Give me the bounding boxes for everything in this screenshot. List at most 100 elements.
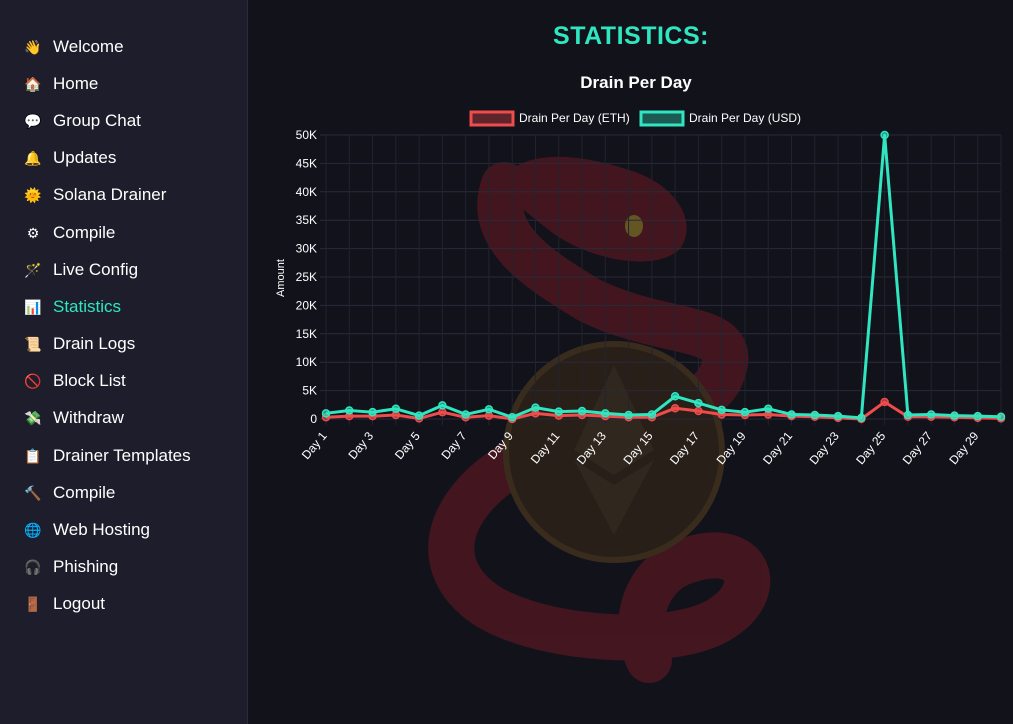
data-point (763, 404, 773, 414)
chart-grid (320, 134, 1002, 425)
sidebar-item-withdraw[interactable]: 💸 Withdraw (0, 400, 247, 437)
sidebar-item-label: Compile (53, 482, 116, 502)
sidebar-item-web-hosting[interactable]: 🌐 Web Hosting (0, 511, 247, 548)
sidebar-item-solana-drainer[interactable]: 🌞 Solana Drainer (0, 177, 247, 214)
sidebar-item-updates[interactable]: 🔔 Updates (0, 140, 247, 177)
sidebar-item-label: Compile (53, 222, 116, 242)
data-point (368, 407, 377, 417)
data-point (391, 404, 401, 414)
data-point (717, 405, 726, 415)
gear-icon: ⚙ (26, 224, 40, 241)
data-point (857, 413, 866, 423)
chart-series (321, 130, 1006, 424)
chart-legend: Drain Per Day (ETH) Drain Per Day (USD) (469, 110, 801, 127)
legend-label: Drain Per Day (ETH) (519, 111, 630, 125)
data-point (414, 411, 424, 420)
prohibited-icon: 🚫 (24, 373, 42, 390)
sidebar-item-drain-logs[interactable]: 📜 Drain Logs (0, 326, 247, 363)
sidebar: 👋 Welcome 🏠 Home 💬 Group Chat 🔔 Updates 🌞 Solana … (0, 0, 248, 724)
snake-coin-illustration (428, 156, 771, 683)
data-point (740, 407, 750, 417)
door-icon: 🚪 (24, 596, 42, 613)
data-point (926, 410, 936, 419)
x-tick-label: Day 3 (345, 429, 376, 462)
sidebar-item-label: Welcome (53, 36, 124, 56)
sun-icon: 🌞 (24, 187, 42, 204)
clipboard-icon: 📋 (24, 447, 42, 464)
data-point (438, 407, 447, 417)
sidebar-item-label: Live Config (53, 259, 139, 279)
y-tick-label: 0 (310, 412, 317, 426)
sidebar-item-compile[interactable]: ⚙ Compile (0, 214, 247, 251)
sidebar-item-phishing[interactable]: 🎧 Phishing (0, 549, 247, 586)
x-tick-label: Day 21 (760, 429, 795, 467)
snake-head (499, 156, 687, 262)
x-tick-label: Day 1 (299, 429, 330, 462)
y-tick-label: 10K (296, 355, 317, 369)
sidebar-item-live-config[interactable]: 🪄 Live Config (0, 251, 247, 288)
y-tick-label: 15K (296, 327, 317, 341)
legend-swatch (639, 110, 685, 127)
bar-chart-icon: 📊 (24, 298, 42, 315)
data-point (880, 397, 889, 407)
sidebar-item-compile[interactable]: 🔨 Compile (0, 474, 247, 511)
scroll-icon: 📜 (24, 336, 42, 353)
sidebar-item-home[interactable]: 🏠 Home (0, 65, 247, 102)
sidebar-item-label: Drain Logs (53, 334, 136, 354)
data-point (321, 409, 331, 418)
data-point (601, 409, 610, 418)
y-tick-label: 35K (296, 213, 317, 227)
data-point (996, 412, 1006, 421)
eth-logo (574, 365, 654, 475)
globe-icon: 🌐 (24, 522, 42, 539)
data-point (345, 406, 354, 415)
main-content: STATISTICS: Drain Per Day Drain Per Day … (249, 0, 1013, 724)
money-wings-icon: 💸 (24, 410, 42, 427)
sidebar-item-label: Home (53, 73, 99, 93)
data-point (577, 406, 587, 416)
chart-container: Drain Per Day Drain Per Day (ETH) Drain P… (249, 0, 1013, 724)
data-point (461, 410, 470, 419)
y-tick-label: 25K (296, 270, 317, 284)
sidebar-item-label: Block List (53, 371, 126, 391)
data-point (950, 411, 959, 420)
house-icon: 🏠 (24, 75, 42, 92)
bell-icon: 🔔 (24, 150, 42, 167)
data-point (531, 403, 540, 412)
sidebar-item-label: Solana Drainer (53, 185, 167, 205)
data-point (647, 410, 657, 419)
data-point (484, 405, 494, 414)
data-point (670, 392, 680, 401)
headphones-icon: 🎧 (24, 559, 42, 576)
legend-swatch (469, 110, 515, 127)
y-tick-label: 5K (302, 384, 317, 398)
data-point (507, 413, 517, 422)
sidebar-item-logout[interactable]: 🚪 Logout (0, 586, 247, 623)
y-tick-label: 50K (296, 128, 317, 142)
sidebar-item-statistics[interactable]: 📊 Statistics (0, 288, 247, 325)
y-tick-label: 30K (296, 242, 317, 256)
x-tick-label: Day 7 (439, 429, 470, 462)
sidebar-item-welcome[interactable]: 👋 Welcome (0, 28, 247, 65)
y-axis: 0 5K 10K 15K 20K 25K 30K 35K 40K 45K 50K (296, 128, 318, 426)
sidebar-item-label: Logout (53, 594, 105, 614)
hammer-icon: 🔨 (24, 484, 42, 501)
legend-label: Drain Per Day (USD) (689, 111, 801, 125)
x-tick-label: Day 27 (900, 429, 935, 467)
data-point (880, 130, 889, 140)
x-tick-label: Day 5 (392, 429, 423, 462)
sidebar-item-drainer-templates[interactable]: 📋 Drainer Templates (0, 437, 247, 474)
sidebar-item-label: Phishing (53, 557, 119, 577)
sidebar-item-block-list[interactable]: 🚫 Block List (0, 363, 247, 400)
y-axis-label: Amount (275, 259, 287, 297)
x-tick-label: Day 23 (807, 429, 842, 467)
snake-eye (625, 215, 643, 237)
y-tick-label: 20K (296, 298, 317, 312)
y-tick-label: 40K (296, 185, 317, 199)
y-tick-label: 45K (296, 156, 317, 170)
sidebar-item-label: Drainer Templates (53, 445, 191, 465)
sidebar-item-group-chat[interactable]: 💬 Group Chat (0, 102, 247, 139)
data-point (903, 410, 913, 420)
data-point (670, 403, 680, 413)
data-point (810, 410, 820, 420)
